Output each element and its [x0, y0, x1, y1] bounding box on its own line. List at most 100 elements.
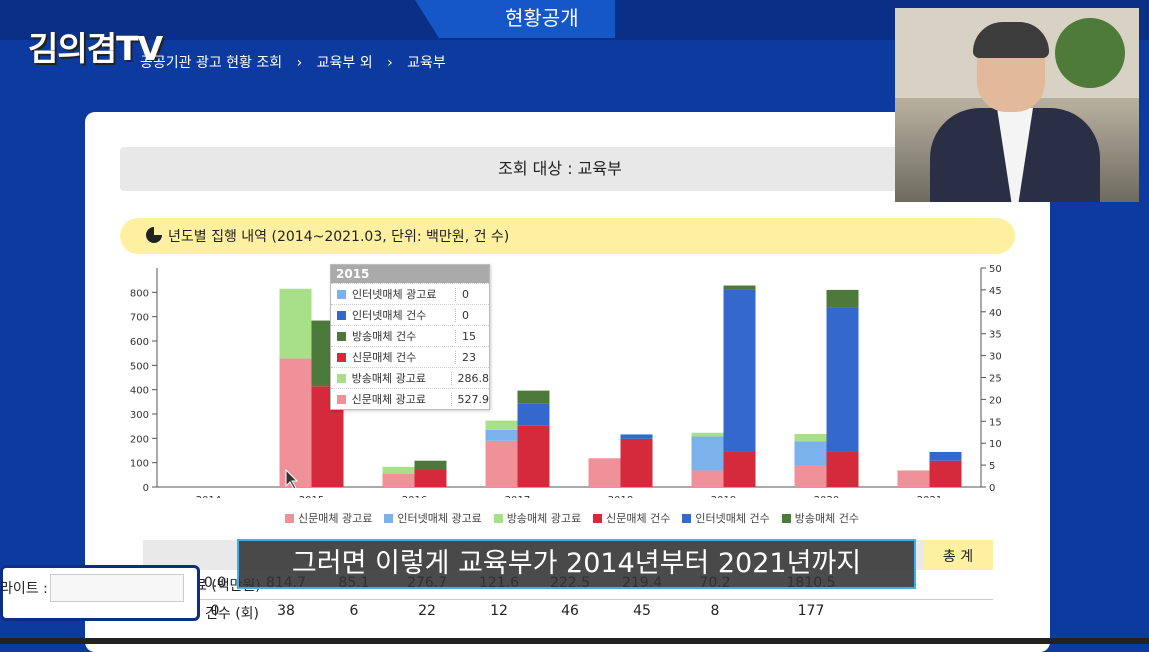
tooltip-value: 527.9 — [450, 392, 489, 406]
tooltip-row: 인터넷매체 광고료 0 — [331, 283, 489, 304]
tooltip-value: 23 — [455, 350, 476, 364]
bar-segment — [826, 289, 859, 308]
side-widget-label: 라이트 : — [0, 581, 48, 597]
tooltip-row: 인터넷매체 건수 0 — [331, 304, 489, 325]
bar-segment — [279, 358, 312, 487]
side-widget-input[interactable] — [50, 574, 184, 602]
bar-segment — [382, 473, 415, 487]
total-header-cell — [923, 540, 993, 570]
target-label: 조회 대상 : 교육부 — [498, 159, 622, 178]
tooltip-swatch — [337, 310, 346, 320]
webcam-person-hair — [973, 22, 1049, 58]
count-cell: 46 — [561, 603, 579, 619]
y-tick-label-right: 40 — [989, 308, 1002, 319]
stacked-bar-chart: 0100200300400500600700800051015202530354… — [130, 264, 1002, 498]
bar-segment — [794, 433, 827, 442]
count-cell: 45 — [633, 603, 651, 619]
count-cell: 8 — [710, 603, 720, 619]
top-tab-label: 현황공개 — [505, 6, 579, 30]
x-tick-label: 2016 — [402, 495, 427, 498]
legend-item[interactable]: 신문매체 건수 — [593, 510, 670, 526]
y-tick-label-right: 15 — [989, 417, 1002, 428]
tooltip-swatch — [337, 289, 346, 299]
legend-swatch — [593, 513, 603, 523]
tooltip-row: 신문매체 광고료 527.9 — [331, 388, 489, 409]
breadcrumb: 공공기관 광고 현황 조회 › 교육부 외 › 교육부 — [140, 52, 456, 72]
bar-segment — [691, 470, 724, 487]
tooltip-series-name: 인터넷매체 건수 — [352, 309, 427, 322]
bar-segment — [517, 403, 550, 426]
cost-cell: 0.0 — [203, 575, 227, 591]
legend-item[interactable]: 방송매체 건수 — [781, 510, 859, 526]
bar-segment — [382, 466, 415, 474]
legend-swatch — [493, 513, 503, 523]
subtitle-caption: 그러면 이렇게 교육부가 2014년부터 2021년까지 — [237, 539, 916, 589]
bar-segment — [723, 285, 756, 290]
legend-label: 방송매체 건수 — [794, 512, 859, 525]
bar-segment — [485, 420, 518, 430]
y-tick-label-right: 50 — [989, 264, 1002, 275]
count-cell: 22 — [418, 603, 436, 619]
legend-item[interactable]: 인터넷매체 광고료 — [384, 510, 482, 526]
tooltip-value: 0 — [455, 287, 469, 301]
tooltip-series-name: 신문매체 광고료 — [351, 393, 426, 406]
legend-swatch — [682, 513, 692, 523]
bar-segment — [588, 458, 621, 487]
legend-swatch — [781, 513, 791, 523]
row-divider — [143, 599, 993, 600]
x-tick-label: 2021 — [917, 495, 942, 498]
y-tick-label-right: 10 — [989, 439, 1002, 450]
x-tick-label: 2015 — [299, 495, 324, 498]
chevron-right-icon: › — [296, 55, 303, 71]
top-tab[interactable] — [415, 0, 615, 38]
y-tick-label-right: 5 — [989, 461, 995, 472]
target-box: 조회 대상 : 교육부 — [120, 147, 1000, 191]
legend-swatch — [384, 513, 394, 523]
breadcrumb-item[interactable]: 교육부 — [407, 55, 446, 71]
legend-item[interactable]: 인터넷매체 건수 — [682, 510, 770, 526]
chart-tooltip: 2015 인터넷매체 광고료 0 인터넷매체 건수 0 방송매체 건수 15 신문매체 건수… — [330, 264, 490, 410]
y-tick-label-left: 700 — [130, 313, 149, 324]
tooltip-series-name: 신문매체 건수 — [352, 351, 417, 364]
x-tick-label: 2018 — [608, 495, 633, 498]
breadcrumb-item[interactable]: 공공기관 광고 현황 조회 — [140, 55, 283, 71]
y-tick-label-right: 45 — [989, 286, 1002, 297]
x-tick-label: 2020 — [814, 495, 839, 498]
tooltip-series-name: 방송매체 건수 — [352, 330, 417, 343]
bar-segment — [929, 460, 962, 487]
count-cell: 6 — [349, 603, 359, 619]
tooltip-row: 방송매체 건수 15 — [331, 325, 489, 346]
bar-segment — [794, 465, 827, 487]
breadcrumb-item[interactable]: 교육부 외 — [316, 55, 373, 71]
count-cell: 0 — [210, 603, 220, 619]
total-header: 총 계 — [942, 549, 974, 565]
count-row-label: 건수 (회) — [205, 606, 260, 622]
bar-segment — [929, 451, 962, 461]
y-tick-label-right: 25 — [989, 374, 1002, 385]
y-tick-label-left: 400 — [130, 386, 149, 397]
bar-segment — [691, 432, 724, 437]
tooltip-series-name: 방송매체 광고료 — [351, 372, 426, 385]
legend-label: 인터넷매체 건수 — [695, 512, 770, 525]
tooltip-row: 방송매체 광고료 286.8 — [331, 367, 489, 388]
tooltip-row: 신문매체 건수 23 — [331, 346, 489, 367]
section-title: 년도별 집행 내역 (2014~2021.03, 단위: 백만원, 건 수) — [168, 229, 510, 245]
bar-segment — [723, 451, 756, 487]
tooltip-value: 15 — [455, 329, 476, 343]
legend-label: 신문매체 건수 — [606, 512, 671, 525]
x-tick-label: 2019 — [711, 495, 736, 498]
bar-segment — [620, 438, 653, 487]
tooltip-value: 0 — [455, 308, 469, 322]
tooltip-swatch — [337, 331, 346, 341]
count-cell: 38 — [277, 603, 295, 619]
bar-segment — [723, 289, 756, 452]
mouse-cursor-icon — [285, 468, 299, 490]
bar-segment — [517, 390, 550, 404]
bar-segment — [826, 451, 859, 487]
legend-item[interactable]: 방송매체 광고료 — [493, 510, 581, 526]
chart-legend: 신문매체 광고료 인터넷매체 광고료 방송매체 광고료 신문매체 건수 인터넷매체 건수… — [285, 510, 859, 526]
webcam-video — [895, 8, 1139, 202]
legend-item[interactable]: 신문매체 광고료 — [285, 510, 372, 526]
section-bar — [120, 218, 1015, 254]
count-cell: 12 — [490, 603, 508, 619]
